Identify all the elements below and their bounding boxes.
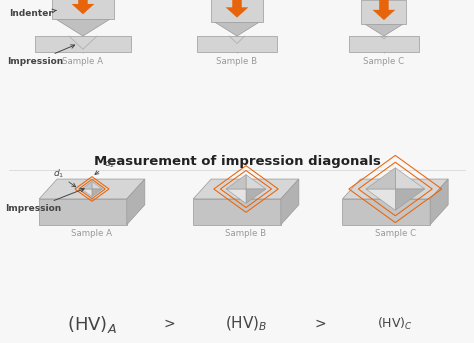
Text: >: >: [163, 317, 175, 331]
Polygon shape: [364, 24, 404, 36]
Polygon shape: [80, 0, 86, 11]
Text: Sample B: Sample B: [226, 229, 266, 238]
Text: Indenter: Indenter: [9, 9, 56, 18]
Polygon shape: [395, 189, 425, 210]
Polygon shape: [226, 175, 246, 189]
Polygon shape: [234, 0, 240, 14]
Text: $d_1$: $d_1$: [53, 168, 76, 187]
Text: Impression: Impression: [5, 188, 84, 213]
Polygon shape: [342, 179, 448, 199]
Polygon shape: [82, 181, 92, 189]
Polygon shape: [361, 0, 407, 24]
Polygon shape: [366, 189, 395, 210]
Polygon shape: [226, 0, 248, 17]
Polygon shape: [197, 36, 277, 52]
Text: Sample A: Sample A: [72, 229, 112, 238]
Polygon shape: [52, 0, 114, 19]
Text: Sample C: Sample C: [375, 229, 416, 238]
Polygon shape: [193, 199, 281, 225]
Polygon shape: [395, 168, 425, 189]
Polygon shape: [35, 36, 131, 52]
Text: (HV)$_{A}$: (HV)$_{A}$: [67, 314, 117, 335]
Text: Impression: Impression: [7, 45, 74, 66]
Polygon shape: [246, 189, 266, 203]
Polygon shape: [366, 168, 395, 189]
Polygon shape: [373, 0, 395, 20]
Text: Sample A: Sample A: [63, 57, 103, 66]
Polygon shape: [214, 22, 260, 36]
Polygon shape: [39, 179, 145, 199]
Polygon shape: [72, 0, 94, 14]
Text: (HV)$_{B}$: (HV)$_{B}$: [225, 315, 267, 333]
Polygon shape: [127, 179, 145, 225]
Polygon shape: [226, 189, 246, 203]
Polygon shape: [349, 36, 419, 52]
Text: (HV)$_{C}$: (HV)$_{C}$: [377, 316, 413, 332]
Polygon shape: [246, 175, 266, 189]
Polygon shape: [39, 199, 127, 225]
Polygon shape: [82, 189, 92, 197]
Polygon shape: [211, 0, 263, 22]
Text: Sample B: Sample B: [217, 57, 257, 66]
Text: Measurement of impression diagonals: Measurement of impression diagonals: [93, 155, 381, 168]
Polygon shape: [381, 0, 387, 17]
Polygon shape: [342, 199, 430, 225]
Polygon shape: [430, 179, 448, 225]
Polygon shape: [193, 179, 299, 199]
Text: $d_2$: $d_2$: [95, 157, 115, 175]
Text: Sample C: Sample C: [364, 57, 404, 66]
Polygon shape: [56, 19, 110, 36]
Polygon shape: [281, 179, 299, 225]
Text: >: >: [315, 317, 327, 331]
Polygon shape: [92, 181, 102, 189]
Polygon shape: [92, 189, 102, 197]
